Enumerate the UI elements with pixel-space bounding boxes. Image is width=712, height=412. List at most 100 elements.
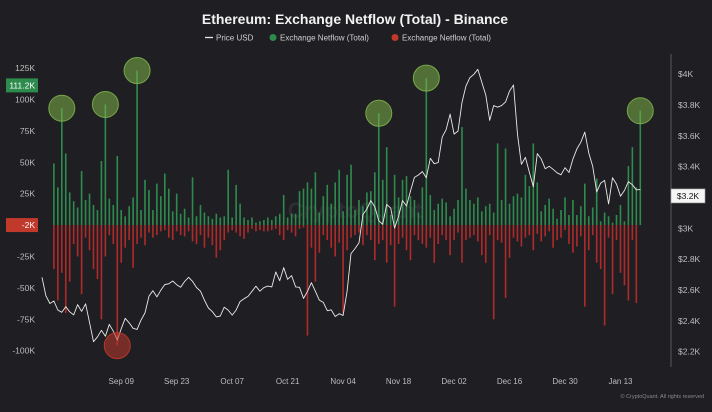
outflow-bar (251, 225, 253, 229)
outflow-bar (500, 225, 503, 243)
inflow-bar (540, 211, 543, 226)
inflow-bar (207, 216, 210, 226)
inflow-bar (179, 213, 182, 226)
outflow-bar (60, 225, 63, 273)
outflow-bar (453, 225, 455, 241)
outflow-bar (627, 225, 630, 301)
left-marker-badge (6, 78, 38, 93)
inflow-bar (318, 212, 321, 226)
right-tick-label: $3.4K (678, 162, 701, 172)
outflow-bar (548, 225, 550, 232)
left-tick-label: 75K (20, 126, 35, 136)
inflow-bar (405, 176, 408, 226)
inflow-bar (524, 174, 527, 226)
left-marker-label: 111.2K (9, 80, 35, 90)
right-marker-label: $3.2K (677, 191, 700, 201)
outflow-bar (80, 225, 83, 295)
inflow-bar (536, 182, 539, 226)
outflow-bar (385, 225, 388, 263)
outflow-bar (306, 225, 309, 336)
inflow-bar (144, 179, 146, 226)
outflow-bar (425, 225, 428, 248)
inflow-bar (548, 198, 550, 226)
inflow-bar (544, 204, 546, 226)
left-tick-label: -50K (17, 283, 35, 293)
inflow-bar (639, 110, 642, 226)
outflow-bar (429, 225, 432, 238)
outflow-bar (187, 225, 190, 232)
outflow-bar (433, 225, 436, 263)
price-layer (41, 68, 641, 343)
inflow-bar (508, 203, 511, 226)
inflow-bar (263, 220, 265, 226)
inflow-bar (611, 222, 614, 226)
inflow-bar (223, 216, 226, 226)
outflow-bar (377, 225, 380, 244)
inflow-bar (584, 183, 586, 226)
inflow-bar (496, 143, 499, 226)
inflow-bar (338, 169, 340, 226)
outflow-bar (564, 225, 566, 231)
outflow-bar (68, 225, 71, 282)
outflow-bar (342, 225, 344, 313)
x-tick-label: Oct 21 (276, 377, 300, 386)
inflow-bar (401, 179, 404, 226)
inflow-bar (160, 196, 162, 226)
outflow-bar (302, 225, 305, 228)
inflow-bar (255, 222, 257, 226)
price-line (41, 68, 641, 343)
legend-label: Exchange Netflow (Total) (280, 34, 369, 43)
x-tick-label: Dec 30 (552, 377, 578, 386)
inflow-bar (528, 186, 531, 226)
inflow-bar (108, 198, 111, 226)
inflow-bar (156, 183, 158, 226)
inflow-bar (397, 197, 400, 226)
inflow-bar (437, 203, 440, 226)
inflow-bar (175, 193, 178, 226)
inflow-bar (171, 211, 174, 226)
inflow-bar (227, 169, 230, 226)
inflow-bar (560, 209, 562, 226)
inflow-bar (243, 217, 245, 226)
outflow-bar (595, 225, 598, 263)
inflow-bar (120, 209, 123, 226)
inflow-bar (346, 174, 348, 226)
outflow-bar (615, 225, 618, 241)
x-tick-label: Jan 13 (608, 377, 633, 386)
outflow-bar (362, 225, 364, 246)
outflow-bar (263, 225, 265, 232)
outflow-bar (112, 225, 115, 244)
inflow-bar (215, 213, 218, 226)
inflow-bar (183, 208, 186, 226)
inflow-bar (203, 212, 206, 226)
inflow-bar (591, 207, 594, 226)
outflow-bar (338, 225, 340, 243)
outflow-bar (492, 225, 495, 320)
inflow-bar (247, 220, 249, 226)
inflow-bar (152, 209, 154, 226)
right-tick-label: $2.8K (678, 254, 701, 264)
inflow-bar (358, 199, 360, 226)
inflow-bar (354, 209, 356, 226)
inflow-bar (259, 221, 261, 226)
outflow-bar (219, 225, 222, 251)
inflow-bar (425, 78, 428, 226)
inflow-bar (80, 171, 83, 226)
x-tick-label: Sep 23 (164, 377, 190, 386)
inflow-bar (53, 163, 55, 226)
outflow-bar (156, 225, 158, 236)
inflow-bar (92, 204, 95, 226)
inflow-bar (219, 217, 222, 226)
x-tick-label: Nov 04 (330, 377, 356, 386)
outflow-bar (183, 225, 186, 237)
inflow-bar (429, 194, 432, 226)
outflow-bar (207, 225, 210, 238)
outflow-bar (488, 225, 491, 236)
inflow-bar (88, 193, 91, 226)
outflow-bar (576, 225, 578, 247)
inflow-bar (445, 202, 447, 226)
inflow-bar (334, 182, 336, 226)
outflow-bar (584, 225, 586, 307)
left-tick-label: 25K (20, 189, 35, 199)
left-marker-badge (6, 218, 38, 233)
